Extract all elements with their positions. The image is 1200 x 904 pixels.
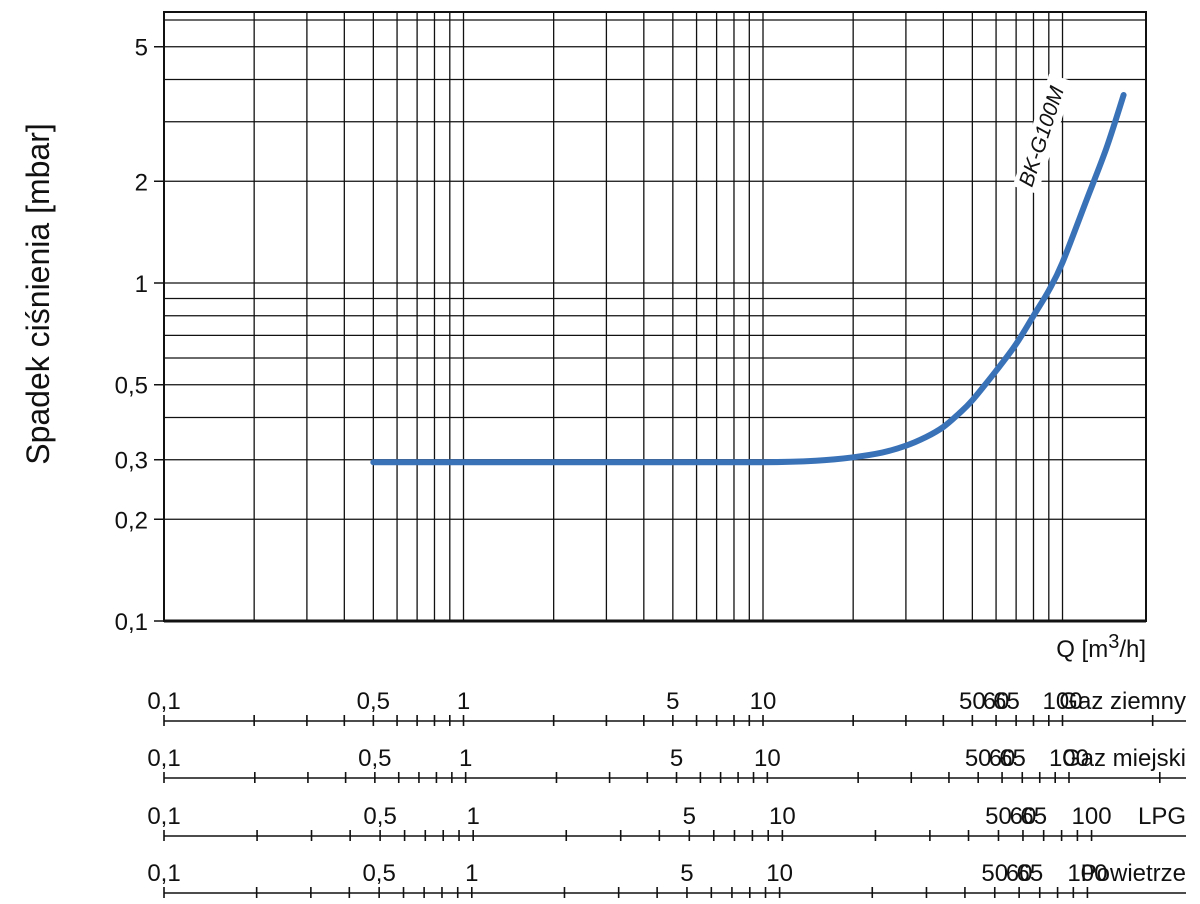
flow-scale-label: 60 bbox=[1010, 803, 1037, 830]
flow-scale-label: 1 bbox=[459, 745, 472, 772]
y-tick-label: 0,5 bbox=[115, 373, 148, 400]
flow-scale-label: 10 bbox=[750, 688, 777, 715]
flow-scale-label: 65 bbox=[1016, 860, 1043, 887]
flow-scale-label: 60 bbox=[1006, 860, 1033, 887]
flow-scale-label: 60 bbox=[983, 688, 1010, 715]
flow-scale-label: 1 bbox=[465, 860, 478, 887]
flow-scale-label: 65 bbox=[999, 745, 1026, 772]
y-tick-label: 0,2 bbox=[115, 507, 148, 534]
flow-scale-label: 100 bbox=[1049, 745, 1089, 772]
flow-scale-label: 10 bbox=[766, 860, 793, 887]
flow-scale-label: 0,5 bbox=[358, 745, 391, 772]
flow-scale-label: 50 bbox=[965, 745, 992, 772]
flow-scale-label: 5 bbox=[680, 860, 693, 887]
y-tick-label: 0,1 bbox=[115, 609, 148, 636]
y-axis-title: Spadek ciśnienia [mbar] bbox=[20, 123, 56, 465]
flow-scale-label: 5 bbox=[683, 803, 696, 830]
flow-scale-label: 50 bbox=[959, 688, 986, 715]
flow-scale-label: 60 bbox=[989, 745, 1016, 772]
x-axis-title: Q [m3/h] bbox=[1056, 631, 1146, 663]
y-tick-label: 1 bbox=[135, 271, 148, 298]
curve-label-background bbox=[1012, 73, 1074, 194]
flow-scale-name: Gaz miejski bbox=[1062, 745, 1186, 772]
flow-scale-label: 65 bbox=[1020, 803, 1047, 830]
flow-scale-label: 10 bbox=[754, 745, 781, 772]
flow-scale-label: 0,1 bbox=[147, 745, 180, 772]
flow-scale-label: 5 bbox=[670, 745, 683, 772]
flow-scale-label: 10 bbox=[769, 803, 796, 830]
flow-scale-label: 1 bbox=[457, 688, 470, 715]
flow-scale-name: Powietrze bbox=[1081, 860, 1186, 887]
flow-scale-label: 100 bbox=[1072, 803, 1112, 830]
flow-scale-label: 100 bbox=[1067, 860, 1107, 887]
flow-scale-label: 1 bbox=[467, 803, 480, 830]
flow-scale-name: LPG bbox=[1138, 803, 1186, 830]
curve-bk-g100m bbox=[370, 92, 1127, 466]
flow-scale-label: 0,5 bbox=[362, 860, 395, 887]
y-tick-label: 2 bbox=[135, 169, 148, 196]
y-tick-label: 0,3 bbox=[115, 448, 148, 475]
x-axis-title-text: Q [m3/h] bbox=[1056, 631, 1146, 663]
flow-scale-label: 50 bbox=[985, 803, 1012, 830]
flow-scale-label: 5 bbox=[666, 688, 679, 715]
y-tick-label: 5 bbox=[135, 35, 148, 62]
flow-scale-label: 0,1 bbox=[147, 803, 180, 830]
flow-scale-name: Gaz ziemny bbox=[1059, 688, 1186, 715]
flow-scale-label: 65 bbox=[993, 688, 1020, 715]
flow-scale-label: 0,5 bbox=[357, 688, 390, 715]
flow-scale-label: 50 bbox=[981, 860, 1008, 887]
flow-scale-label: 0,5 bbox=[363, 803, 396, 830]
flow-scale-label: 0,1 bbox=[147, 860, 180, 887]
plot-grid bbox=[163, 11, 1147, 623]
y-axis-ticks: 0,1 0,2 0,3 0,5 1 2 5 bbox=[115, 35, 164, 636]
flow-scale-label: 0,1 bbox=[147, 688, 180, 715]
flow-scale-label: 100 bbox=[1042, 688, 1082, 715]
